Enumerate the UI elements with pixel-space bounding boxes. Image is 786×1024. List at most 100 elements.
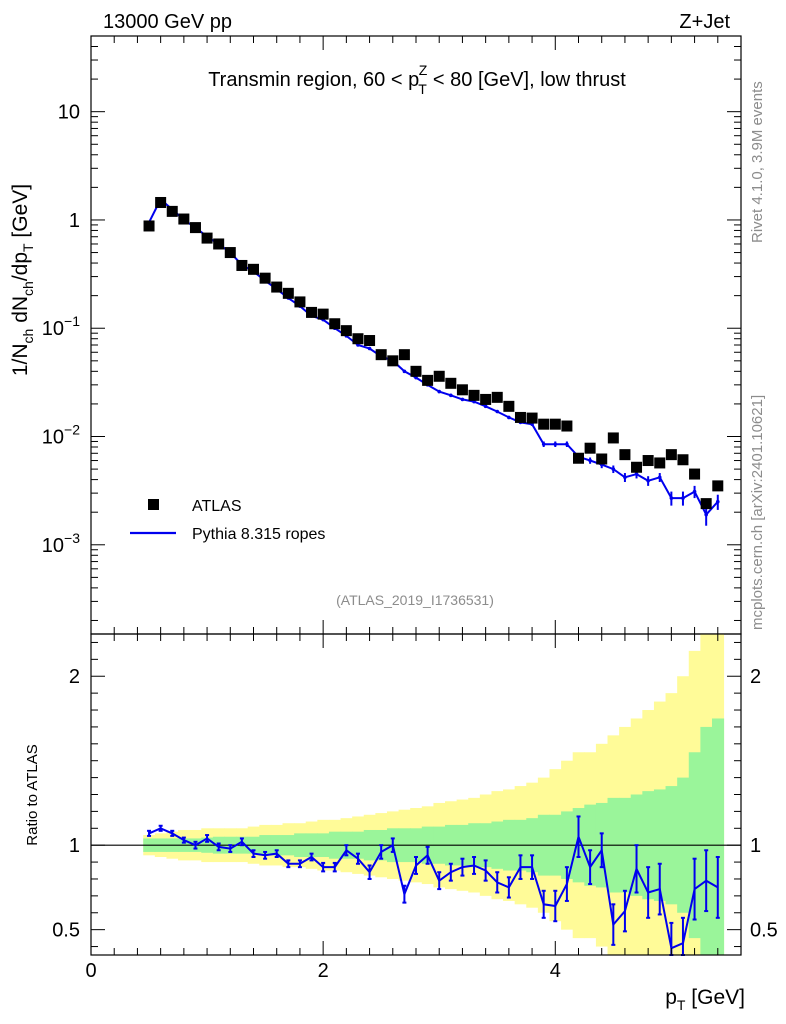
mc-point (634, 472, 639, 476)
atlas-point (573, 452, 584, 464)
y-axis-label: 1/Nch dNch/dpT [GeV] (9, 184, 36, 376)
atlas-point (433, 370, 445, 382)
atlas-point (224, 247, 236, 259)
ratio-y-label: Ratio to ATLAS (24, 744, 41, 845)
atlas-point (352, 333, 364, 345)
legend-atlas-marker (148, 499, 159, 510)
atlas-point (480, 393, 492, 405)
main-ytick-label: 1 (69, 210, 80, 232)
mc-point (623, 475, 627, 480)
atlas-point (317, 308, 329, 320)
mcplots-label: mcplots.cern.ch [arXiv:2401.10621] (749, 395, 766, 630)
uncertainty-band-inner (711, 718, 725, 955)
title-sup: Z (419, 62, 428, 78)
atlas-point (677, 454, 689, 466)
mc-point (541, 442, 546, 446)
mc-point (657, 475, 662, 480)
atlas-point (364, 335, 376, 347)
atlas-point (259, 272, 271, 284)
svg-text:1/Nch dNch/dpT [GeV]: 1/Nch dNch/dpT [GeV] (9, 184, 36, 376)
title-main: Transmin region, 60 < p (208, 69, 419, 91)
ratio-ytick-label-right: 1 (750, 835, 761, 857)
atlas-point (689, 468, 701, 480)
atlas-point (514, 411, 526, 423)
atlas-point (201, 232, 213, 244)
ratio-series-line (148, 827, 719, 950)
atlas-point (584, 442, 596, 454)
atlas-point (398, 349, 410, 361)
main-ticks: 10−3 10−2 10−1 1 10 (42, 35, 741, 634)
main-frame (90, 35, 742, 635)
title-sub: T (418, 81, 427, 97)
ratio-xtick-label: 4 (550, 960, 561, 982)
legend-pythia-label: Pythia 8.315 ropes (192, 526, 325, 543)
atlas-point (700, 498, 712, 510)
ratio-xtick-label: 0 (85, 960, 96, 982)
mc-point (669, 496, 674, 500)
header-left: 13000 GeV pp (103, 11, 232, 33)
mc-point (681, 496, 685, 500)
ratio-xtick-label: 2 (318, 960, 329, 982)
mc-point (437, 389, 442, 394)
atlas-point (248, 263, 259, 275)
atlas-point (166, 205, 178, 217)
ratio-ytick-label-left: 1 (69, 835, 80, 857)
main-ytick-label: 10 (58, 102, 80, 124)
mc-point (507, 415, 511, 420)
analysis-tag: (ATLAS_2019_I1736531) (336, 592, 494, 608)
legend: ATLAS Pythia 8.315 ropes (130, 498, 325, 543)
ratio-ytick-label-left: 0.5 (52, 920, 80, 942)
rivet-label: Rivet 4.1.0, 3.9M events (749, 81, 766, 243)
atlas-point (282, 287, 294, 299)
legend-atlas-label: ATLAS (192, 498, 242, 515)
mc-point (367, 346, 372, 351)
main-panel: 10−3 10−2 10−1 1 10 Transmin region, 60 < pT… (9, 35, 742, 635)
title-tail: < 80 [GeV], low thrust (427, 69, 626, 91)
main-ytick-label: 10−3 (42, 530, 80, 557)
ratio-ytick-label-right: 0.5 (750, 920, 778, 942)
atlas-point (236, 259, 248, 271)
main-ytick-label: 10−2 (42, 422, 80, 449)
atlas-point (445, 377, 457, 389)
header-right: Z+Jet (679, 11, 730, 33)
main-ytick-label: 10−1 (42, 313, 80, 340)
atlas-point (340, 325, 352, 337)
ratio-ytick-label-left: 2 (69, 666, 80, 688)
atlas-point (596, 453, 608, 465)
mc-point (460, 397, 465, 402)
ratio-ytick-label-right: 2 (750, 666, 761, 688)
atlas-point (306, 306, 318, 318)
mc-point (704, 512, 708, 517)
mc-point (553, 442, 558, 446)
main-data-layer (143, 196, 724, 526)
mc-point (565, 442, 569, 446)
atlas-point (155, 196, 167, 208)
mc-point (588, 458, 592, 463)
atlas-point (468, 389, 480, 401)
mc-point (692, 489, 697, 494)
atlas-point (549, 418, 561, 430)
atlas-point (642, 455, 654, 467)
mc-point (495, 409, 500, 414)
atlas-point (526, 412, 538, 424)
ratio-panel: 0.5 0.5 1 1 2 2 0 2 4 Ratio to ATLAS pT [GeV] (24, 633, 778, 1013)
mc-point (611, 467, 616, 471)
atlas-point (538, 418, 550, 430)
atlas-point (178, 213, 190, 225)
atlas-point (422, 374, 434, 386)
atlas-point (375, 349, 387, 361)
ratio-data-layer (91, 634, 741, 956)
mc-point (449, 393, 453, 398)
ratio-ticks: 0.5 0.5 1 1 2 2 0 2 4 (52, 634, 778, 982)
atlas-point (329, 318, 341, 330)
atlas-point (654, 457, 666, 469)
mc-point (715, 499, 720, 504)
atlas-point (143, 220, 155, 232)
atlas-point (607, 432, 619, 444)
atlas-point (712, 480, 724, 492)
uncertainty-band-inner (700, 726, 713, 955)
atlas-point (631, 461, 643, 473)
mc-point (483, 404, 488, 409)
panel-title: Transmin region, 60 < pTZ < 80 [GeV], lo… (208, 62, 626, 97)
